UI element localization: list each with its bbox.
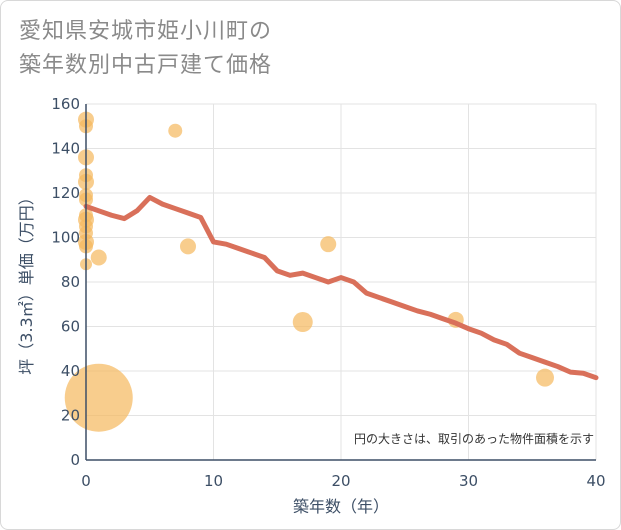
bubble-size-note: 円の大きさは、取引のあった物件面積を示す [354,431,594,446]
scatter-point [536,368,554,387]
y-tick-label: 140 [51,140,80,158]
y-axis-label: 坪（3.3㎡）単価（万円） [17,189,36,374]
y-tick-label: 60 [61,318,80,336]
x-axis-label: 築年数（年） [293,497,389,516]
scatter-bubbles [64,111,554,432]
y-tick-label: 0 [70,451,80,469]
scatter-point [292,312,313,333]
y-tick-label: 120 [51,184,80,202]
title-line-2: 築年数別中古戸建て価格 [19,53,273,78]
scatter-point [168,123,183,138]
axes [85,104,596,461]
y-tick-label: 160 [51,95,80,113]
title-line-1: 愛知県安城市姫小川町の [19,19,273,44]
x-tick-label: 40 [586,472,605,490]
y-tick-label: 80 [61,273,80,291]
scatter-point [90,249,107,266]
x-tick-label: 30 [459,472,478,490]
y-tick-label: 20 [61,407,80,425]
scatter-point [64,363,133,432]
tick-labels: 0 10 20 30 40 0 20 40 60 80 100 120 140 160 [51,95,605,490]
x-tick-label: 20 [331,472,350,490]
x-tick-label: 10 [204,472,223,490]
trend-line-group [83,194,599,381]
y-tick-label: 100 [51,229,80,247]
scatter-point [320,236,337,253]
x-tick-label: 0 [81,472,91,490]
y-tick-label: 40 [61,362,80,380]
chart-title: 愛知県安城市姫小川町の 築年数別中古戸建て価格 [19,15,272,83]
trend-line [83,194,599,381]
scatter-point [180,238,196,255]
grid-lines [85,103,597,461]
